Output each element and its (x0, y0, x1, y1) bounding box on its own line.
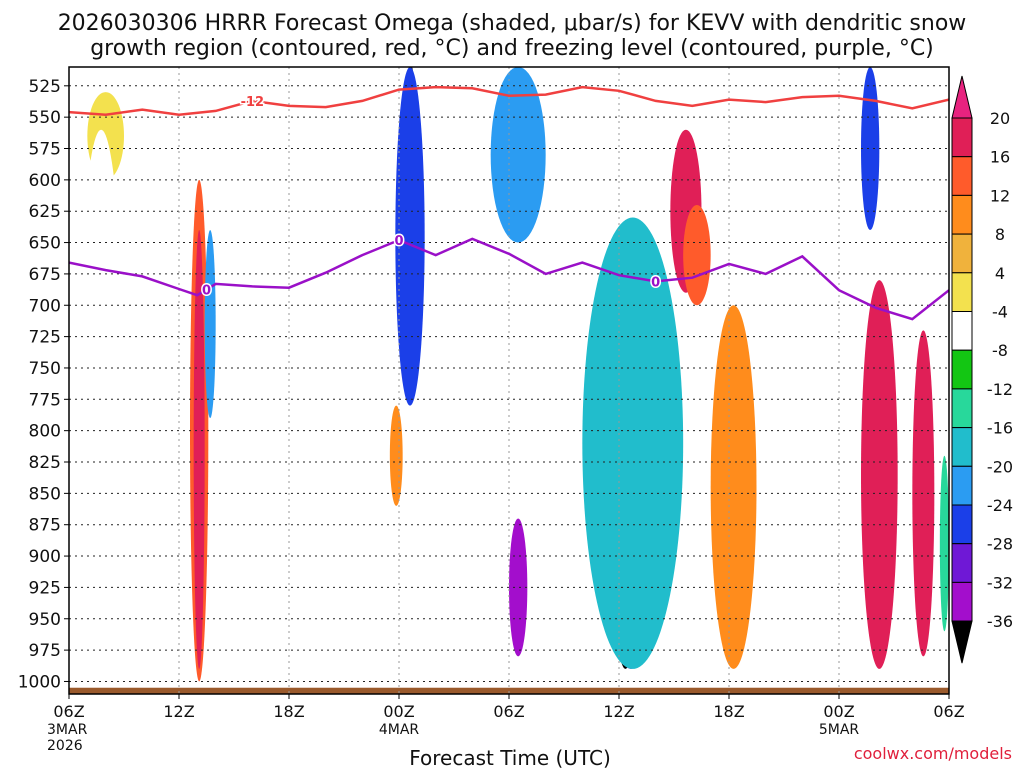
y-tick-label-16: 925 (29, 578, 61, 598)
colorbar-label-4: 4 (995, 264, 1005, 283)
y-tick-label-19: 1000 (18, 672, 61, 692)
grid-lines (69, 67, 949, 694)
colorbar-label-10: -24 (987, 496, 1013, 515)
contour-label-freezing-0: 0 (202, 284, 211, 299)
watermark: coolwx.com/models (854, 744, 1012, 763)
omega-region-7 (389, 405, 403, 506)
colorbar-label-8: -16 (987, 419, 1013, 438)
colorbar-label-3: 8 (995, 225, 1005, 244)
colorbar-label-6: -8 (992, 341, 1008, 360)
colorbar-swatch-10 (951, 504, 973, 545)
y-tick-label-6: 675 (29, 265, 61, 285)
omega-region-8 (509, 518, 528, 657)
colorbar-label-9: -20 (987, 457, 1013, 476)
contour-label-freezing-2: 0 (651, 275, 660, 290)
contour-label-dgz-0: -12 (241, 95, 265, 110)
colorbar-label-12: -32 (987, 573, 1013, 592)
y-tick-label-5: 650 (29, 234, 61, 254)
y-tick-label-13: 850 (29, 484, 61, 504)
omega-region-9 (490, 67, 546, 243)
y-tick-label-18: 975 (29, 641, 61, 661)
y-tick-label-11: 800 (29, 422, 61, 442)
y-tick-label-8: 725 (29, 328, 61, 348)
colorbar: 20 16 12 8 4 -4 -8 -12 -16 -20 -24 -28 -32 -36 (951, 75, 1013, 664)
x-tick-label-5: 12Z (603, 702, 634, 721)
omega-region-4 (204, 230, 216, 419)
colorbar-label-5: -4 (992, 303, 1008, 322)
contour-freezing (69, 237, 949, 321)
colorbar-swatch-4 (951, 272, 973, 312)
x-date-label-0-1: 2026 (47, 738, 83, 754)
colorbar-top-arrow (951, 75, 973, 119)
y-tick-label-10: 775 (29, 390, 61, 410)
colorbar-swatch-5 (951, 311, 973, 351)
omega-region-18 (861, 280, 898, 669)
y-tick-label-17: 950 (29, 610, 61, 630)
y-tick-label-2: 575 (29, 140, 61, 160)
contour-dgz (69, 85, 949, 116)
x-date-label-2-0: 5MAR (819, 722, 860, 738)
x-tick-label-7: 00Z (823, 702, 854, 721)
y-tick-label-9: 750 (29, 359, 61, 379)
contour-label-freezing-1: 0 (394, 234, 403, 249)
y-tick-label-12: 825 (29, 453, 61, 473)
x-date-label-0-0: 3MAR (47, 722, 88, 738)
omega-region-17 (861, 67, 880, 230)
y-tick-label-3: 600 (29, 171, 61, 191)
colorbar-label-11: -28 (987, 535, 1013, 554)
omega-region-14 (683, 204, 711, 306)
omega-region-1 (78, 129, 124, 682)
colorbar-swatch-6 (951, 349, 973, 390)
colorbar-swatch-12 (951, 581, 973, 622)
colorbar-swatch-11 (951, 543, 973, 583)
colorbar-swatch-1 (951, 156, 973, 196)
chart-title-line2: growth region (contoured, red, °C) and f… (90, 36, 934, 61)
y-tick-label-7: 700 (29, 296, 61, 316)
omega-region-6 (395, 67, 425, 406)
x-tick-label-1: 12Z (163, 702, 194, 721)
colorbar-label-1: 16 (990, 148, 1010, 167)
chart-title-line1: 2026030306 HRRR Forecast Omega (shaded, … (58, 11, 967, 36)
omega-region-12 (582, 217, 684, 669)
x-tick-label-8: 06Z (933, 702, 964, 721)
colorbar-swatch-9 (951, 465, 973, 506)
colorbar-label-7: -12 (987, 380, 1013, 399)
surface-band (69, 687, 949, 694)
omega-region-16 (710, 305, 757, 669)
x-axis-label: Forecast Time (UTC) (409, 746, 611, 768)
colorbar-swatch-2 (951, 194, 973, 235)
y-tick-label-0: 525 (29, 77, 61, 97)
x-date-label-1-0: 4MAR (379, 722, 420, 738)
omega-region-20 (939, 455, 949, 632)
colorbar-swatch-8 (951, 427, 973, 467)
colorbar-swatch-0 (951, 117, 973, 158)
colorbar-swatch-3 (951, 233, 973, 274)
x-tick-label-4: 06Z (493, 702, 524, 721)
colorbar-label-0: 20 (990, 109, 1010, 128)
y-tick-label-4: 625 (29, 202, 61, 222)
x-tick-label-2: 18Z (273, 702, 304, 721)
x-tick-label-6: 18Z (713, 702, 744, 721)
colorbar-swatch-7 (951, 388, 973, 429)
y-tick-label-1: 550 (29, 108, 61, 128)
x-tick-label-3: 00Z (383, 702, 414, 721)
colorbar-label-13: -36 (987, 612, 1013, 631)
omega-region-19 (912, 330, 935, 657)
y-tick-label-15: 900 (29, 547, 61, 567)
y-tick-label-14: 875 (29, 516, 61, 536)
x-tick-label-0: 06Z (53, 702, 84, 721)
pressure-axis: 525 550 575 600 625 650 675 700 725 750 775 800 825 8… (18, 77, 69, 692)
temperature-contours: -12 0 0 0 (69, 85, 949, 321)
omega-region-3 (193, 230, 205, 669)
colorbar-label-2: 12 (990, 186, 1010, 205)
colorbar-bottom-arrow (951, 620, 973, 664)
